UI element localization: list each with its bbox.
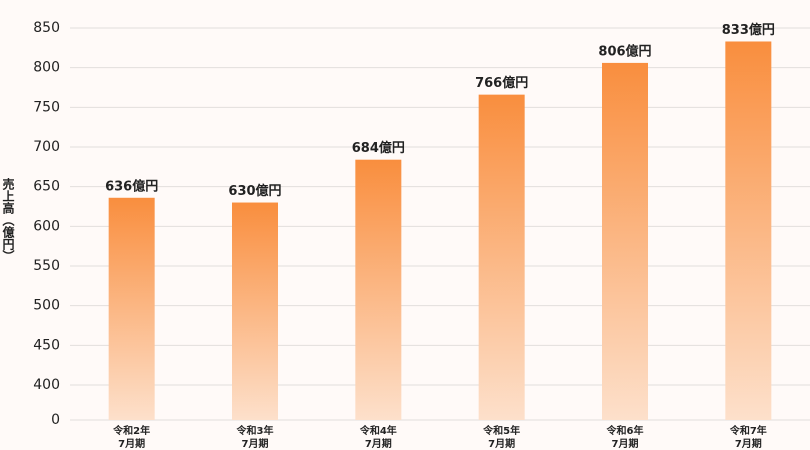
y-tick-label: 400	[33, 377, 60, 393]
y-tick-label: 600	[33, 218, 60, 234]
bar	[232, 202, 278, 420]
x-tick-label: 令和6年 7月期	[606, 426, 644, 450]
y-axis-label: 売上高（億円）	[1, 178, 15, 262]
y-tick-label: 0	[51, 412, 60, 428]
bar	[108, 197, 155, 420]
bar	[602, 62, 648, 420]
bar	[355, 159, 402, 420]
y-tick-label: 450	[33, 337, 60, 353]
y-tick-label: 750	[33, 99, 60, 115]
x-tick-label: 令和4年 7月期	[359, 426, 397, 450]
x-tick-label: 令和3年 7月期	[236, 426, 274, 450]
y-tick-label: 850	[33, 20, 60, 36]
value-label: 833億円	[722, 22, 775, 38]
y-tick-label: 700	[33, 139, 60, 155]
x-tick-label: 令和2年 7月期	[113, 426, 151, 450]
value-label: 636億円	[105, 178, 158, 194]
y-tick-label: 650	[33, 179, 60, 195]
x-tick-label: 令和5年 7月期	[483, 426, 521, 450]
x-tick-label: 令和7年 7月期	[729, 426, 767, 450]
bar	[725, 41, 772, 421]
value-label: 630億円	[228, 183, 281, 199]
y-tick-label: 800	[33, 60, 60, 76]
y-tick-label: 500	[33, 298, 60, 314]
value-label: 766億円	[475, 75, 528, 91]
value-label: 684億円	[352, 140, 405, 156]
value-label: 806億円	[598, 43, 651, 59]
y-tick-label: 550	[33, 258, 60, 274]
bar	[478, 94, 525, 420]
